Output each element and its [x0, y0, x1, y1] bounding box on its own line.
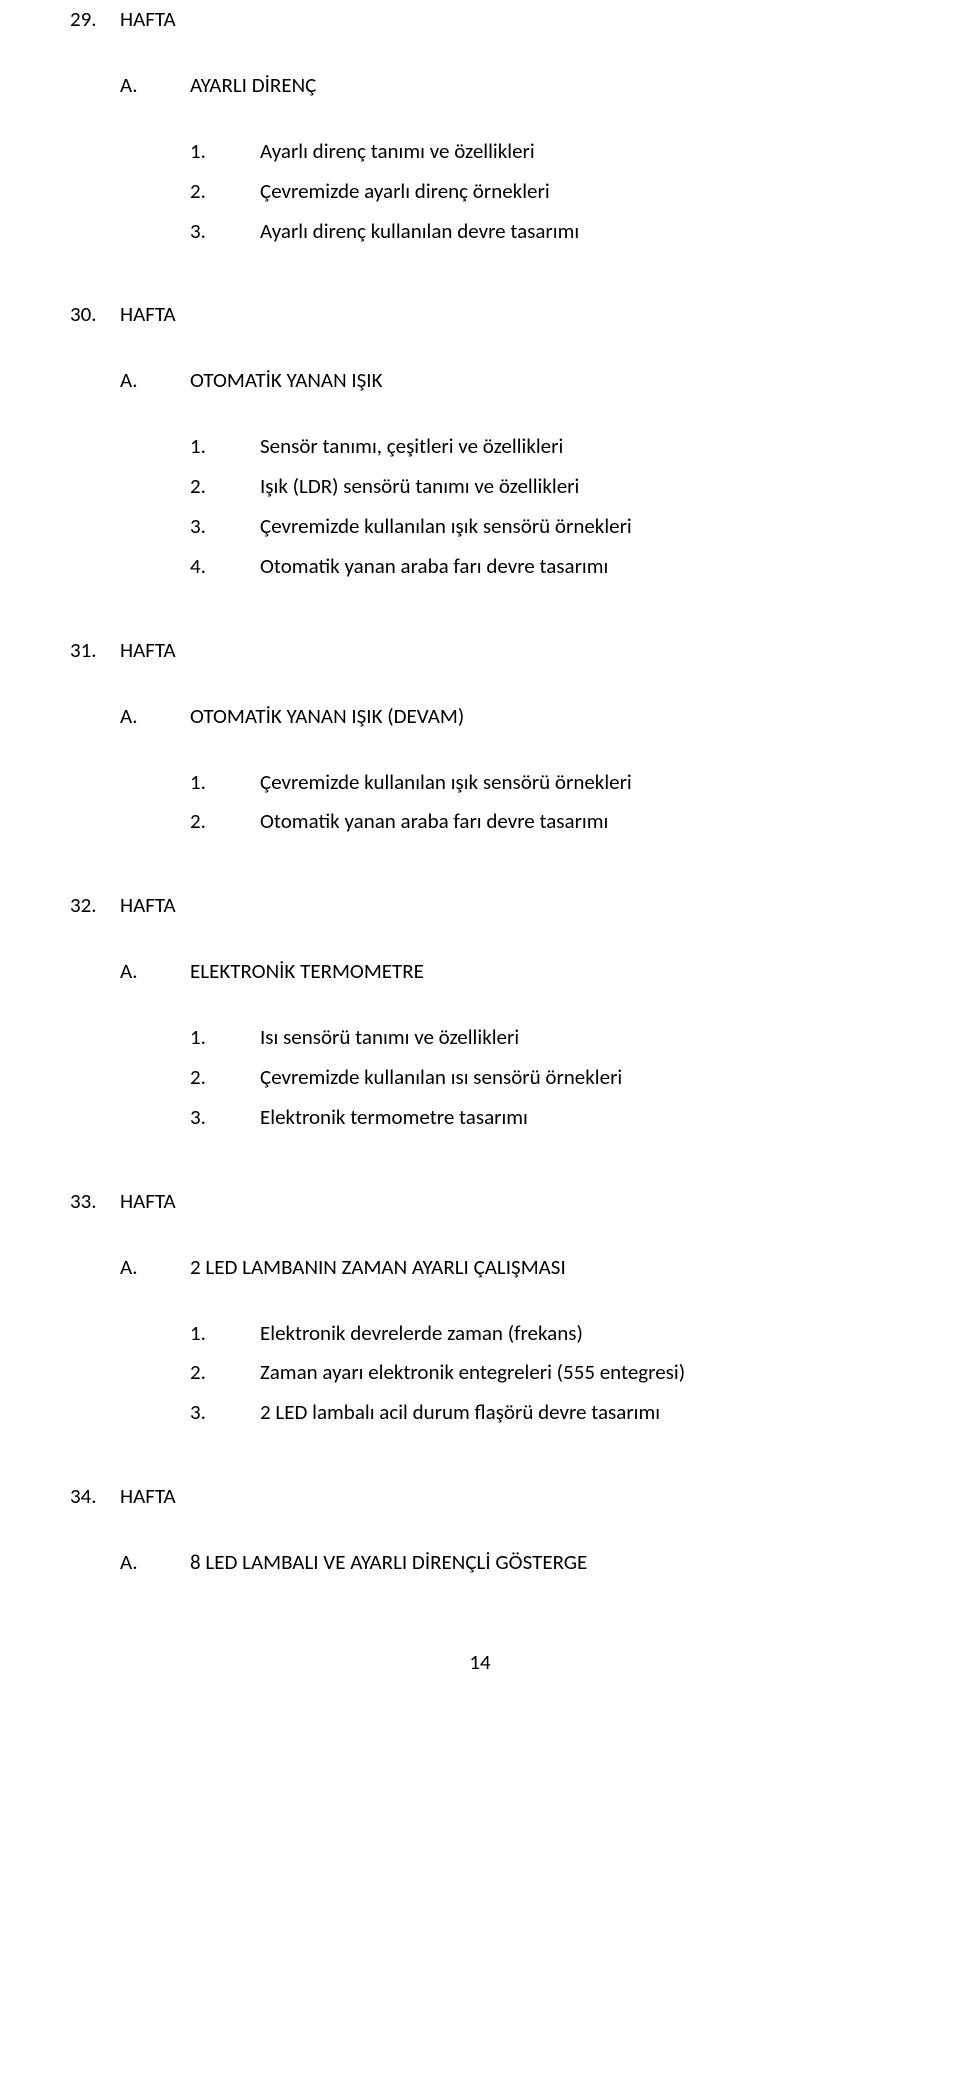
outline-number: A. [0, 361, 190, 401]
outline-label: HAFTA [120, 1477, 960, 1517]
outline-label: AYARLI DİRENÇ [190, 66, 960, 106]
outline-level-0: 33. HAFTA [0, 1182, 960, 1222]
outline-number: 1. [0, 1018, 260, 1058]
outline-level-2: 2. Zaman ayarı elektronik entegreleri (5… [0, 1353, 960, 1393]
outline-level-2: 1. Sensör tanımı, çeşitleri ve özellikle… [0, 427, 960, 467]
outline-level-2: 3. Elektronik termometre tasarımı [0, 1098, 960, 1138]
outline-number: 3. [0, 1393, 260, 1433]
outline-number: 2. [0, 802, 260, 842]
outline-level-2: 3. Çevremizde kullanılan ışık sensörü ör… [0, 507, 960, 547]
outline-level-1: A. OTOMATİK YANAN IŞIK (DEVAM) [0, 697, 960, 737]
outline-text: Elektronik devrelerde zaman (frekans) [260, 1314, 960, 1354]
outline-label: 8 LED LAMBALI VE AYARLI DİRENÇLİ GÖSTERG… [190, 1543, 960, 1583]
outline-number: 1. [0, 763, 260, 803]
outline-level-1: A. OTOMATİK YANAN IŞIK [0, 361, 960, 401]
outline-number: 32. [0, 886, 120, 926]
outline-level-0: 34. HAFTA [0, 1477, 960, 1517]
outline-number: A. [0, 1248, 190, 1288]
outline-level-2: 1. Elektronik devrelerde zaman (frekans) [0, 1314, 960, 1354]
outline-text: Isı sensörü tanımı ve özellikleri [260, 1018, 960, 1058]
outline-level-2: 2. Otomatik yanan araba farı devre tasar… [0, 802, 960, 842]
outline-level-2: 3. 2 LED lambalı acil durum flaşörü devr… [0, 1393, 960, 1433]
outline-text: Sensör tanımı, çeşitleri ve özellikleri [260, 427, 960, 467]
outline-label: HAFTA [120, 0, 960, 40]
outline-level-2: 2. Çevremizde ayarlı direnç örnekleri [0, 172, 960, 212]
outline-label: OTOMATİK YANAN IŞIK (DEVAM) [190, 697, 960, 737]
outline-level-1: A. AYARLI DİRENÇ [0, 66, 960, 106]
outline-number: 2. [0, 172, 260, 212]
page-number: 14 [0, 1583, 960, 1683]
outline-number: 34. [0, 1477, 120, 1517]
outline-number: 1. [0, 1314, 260, 1354]
outline-number: A. [0, 1543, 190, 1583]
outline-level-2: 2. Işık (LDR) sensörü tanımı ve özellikl… [0, 467, 960, 507]
outline-number: 1. [0, 427, 260, 467]
outline-text: Ayarlı direnç tanımı ve özellikleri [260, 132, 960, 172]
outline-number: 4. [0, 547, 260, 587]
outline-level-0: 32. HAFTA [0, 886, 960, 926]
outline-level-0: 30. HAFTA [0, 295, 960, 335]
outline-label: HAFTA [120, 631, 960, 671]
outline-label: 2 LED LAMBANIN ZAMAN AYARLI ÇALIŞMASI [190, 1248, 960, 1288]
outline-level-0: 31. HAFTA [0, 631, 960, 671]
outline-number: A. [0, 952, 190, 992]
outline-level-2: 1. Çevremizde kullanılan ışık sensörü ör… [0, 763, 960, 803]
outline-number: 31. [0, 631, 120, 671]
outline-label: ELEKTRONİK TERMOMETRE [190, 952, 960, 992]
outline-text: Otomatik yanan araba farı devre tasarımı [260, 547, 960, 587]
outline-text: Elektronik termometre tasarımı [260, 1098, 960, 1138]
outline-level-2: 2. Çevremizde kullanılan ısı sensörü örn… [0, 1058, 960, 1098]
outline-level-2: 3. Ayarlı direnç kullanılan devre tasarı… [0, 212, 960, 252]
outline-number: 2. [0, 1353, 260, 1393]
outline-number: 3. [0, 212, 260, 252]
outline-label: OTOMATİK YANAN IŞIK [190, 361, 960, 401]
outline-text: Otomatik yanan araba farı devre tasarımı [260, 802, 960, 842]
outline-number: A. [0, 66, 190, 106]
outline-text: Çevremizde kullanılan ışık sensörü örnek… [260, 507, 960, 547]
outline-number: 29. [0, 0, 120, 40]
document-page: 29. HAFTA A. AYARLI DİRENÇ 1. Ayarlı dir… [0, 0, 960, 1683]
outline-level-2: 4. Otomatik yanan araba farı devre tasar… [0, 547, 960, 587]
outline-level-1: A. 2 LED LAMBANIN ZAMAN AYARLI ÇALIŞMASI [0, 1248, 960, 1288]
outline-level-0: 29. HAFTA [0, 0, 960, 40]
outline-text: 2 LED lambalı acil durum flaşörü devre t… [260, 1393, 960, 1433]
outline-number: 1. [0, 132, 260, 172]
outline-text: Işık (LDR) sensörü tanımı ve özellikleri [260, 467, 960, 507]
outline-text: Zaman ayarı elektronik entegreleri (555 … [260, 1353, 960, 1393]
outline-number: 2. [0, 1058, 260, 1098]
outline-text: Çevremizde kullanılan ışık sensörü örnek… [260, 763, 960, 803]
outline-number: A. [0, 697, 190, 737]
outline-label: HAFTA [120, 886, 960, 926]
outline-level-2: 1. Ayarlı direnç tanımı ve özellikleri [0, 132, 960, 172]
outline-level-2: 1. Isı sensörü tanımı ve özellikleri [0, 1018, 960, 1058]
outline-text: Ayarlı direnç kullanılan devre tasarımı [260, 212, 960, 252]
outline-level-1: A. 8 LED LAMBALI VE AYARLI DİRENÇLİ GÖST… [0, 1543, 960, 1583]
outline-number: 30. [0, 295, 120, 335]
outline-number: 3. [0, 507, 260, 547]
outline-number: 3. [0, 1098, 260, 1138]
outline-label: HAFTA [120, 295, 960, 335]
outline-text: Çevremizde ayarlı direnç örnekleri [260, 172, 960, 212]
outline-number: 33. [0, 1182, 120, 1222]
outline-level-1: A. ELEKTRONİK TERMOMETRE [0, 952, 960, 992]
outline-label: HAFTA [120, 1182, 960, 1222]
outline-text: Çevremizde kullanılan ısı sensörü örnekl… [260, 1058, 960, 1098]
outline-number: 2. [0, 467, 260, 507]
